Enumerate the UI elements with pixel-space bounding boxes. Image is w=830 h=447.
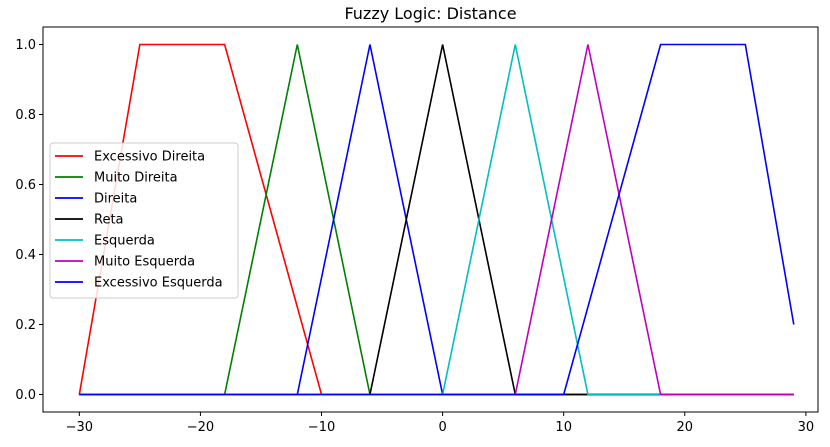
legend-label: Direita [94, 192, 137, 207]
x-tick-label: −20 [187, 420, 214, 435]
x-tick-label: −10 [308, 420, 335, 435]
y-tick-label: 0.0 [15, 388, 36, 403]
legend-label: Muito Esquerda [94, 255, 195, 270]
x-tick-label: 10 [555, 420, 572, 435]
y-tick-label: 0.4 [15, 248, 36, 263]
legend: Excessivo Direita Muito Direita Direita Ret… [49, 142, 239, 299]
legend-label: Excessivo Esquerda [94, 276, 223, 291]
plot-area [42, 26, 819, 413]
series-line-7 [79, 43, 795, 396]
x-tick-label: 30 [798, 420, 815, 435]
y-tick-label: 0.8 [15, 108, 36, 123]
y-tick-label: 0.2 [15, 318, 36, 333]
axes-frame [42, 26, 819, 413]
x-tick-label: 20 [677, 420, 694, 435]
y-tick-label: 1.0 [15, 38, 36, 53]
legend-box [49, 142, 239, 299]
legend-label: Muito Direita [94, 171, 178, 186]
x-tick-label: 0 [438, 420, 446, 435]
legend-label: Esquerda [94, 234, 155, 249]
legend-label: Reta [94, 213, 124, 228]
chart-title: Fuzzy Logic: Distance [344, 4, 516, 23]
x-tick-label: −30 [66, 420, 93, 435]
x-axis: −30 −20 −10 0 10 20 30 [66, 412, 815, 435]
legend-label: Excessivo Direita [94, 150, 205, 165]
y-tick-label: 0.6 [15, 178, 36, 193]
y-axis: 0.0 0.2 0.4 0.6 0.8 1.0 [15, 38, 43, 403]
